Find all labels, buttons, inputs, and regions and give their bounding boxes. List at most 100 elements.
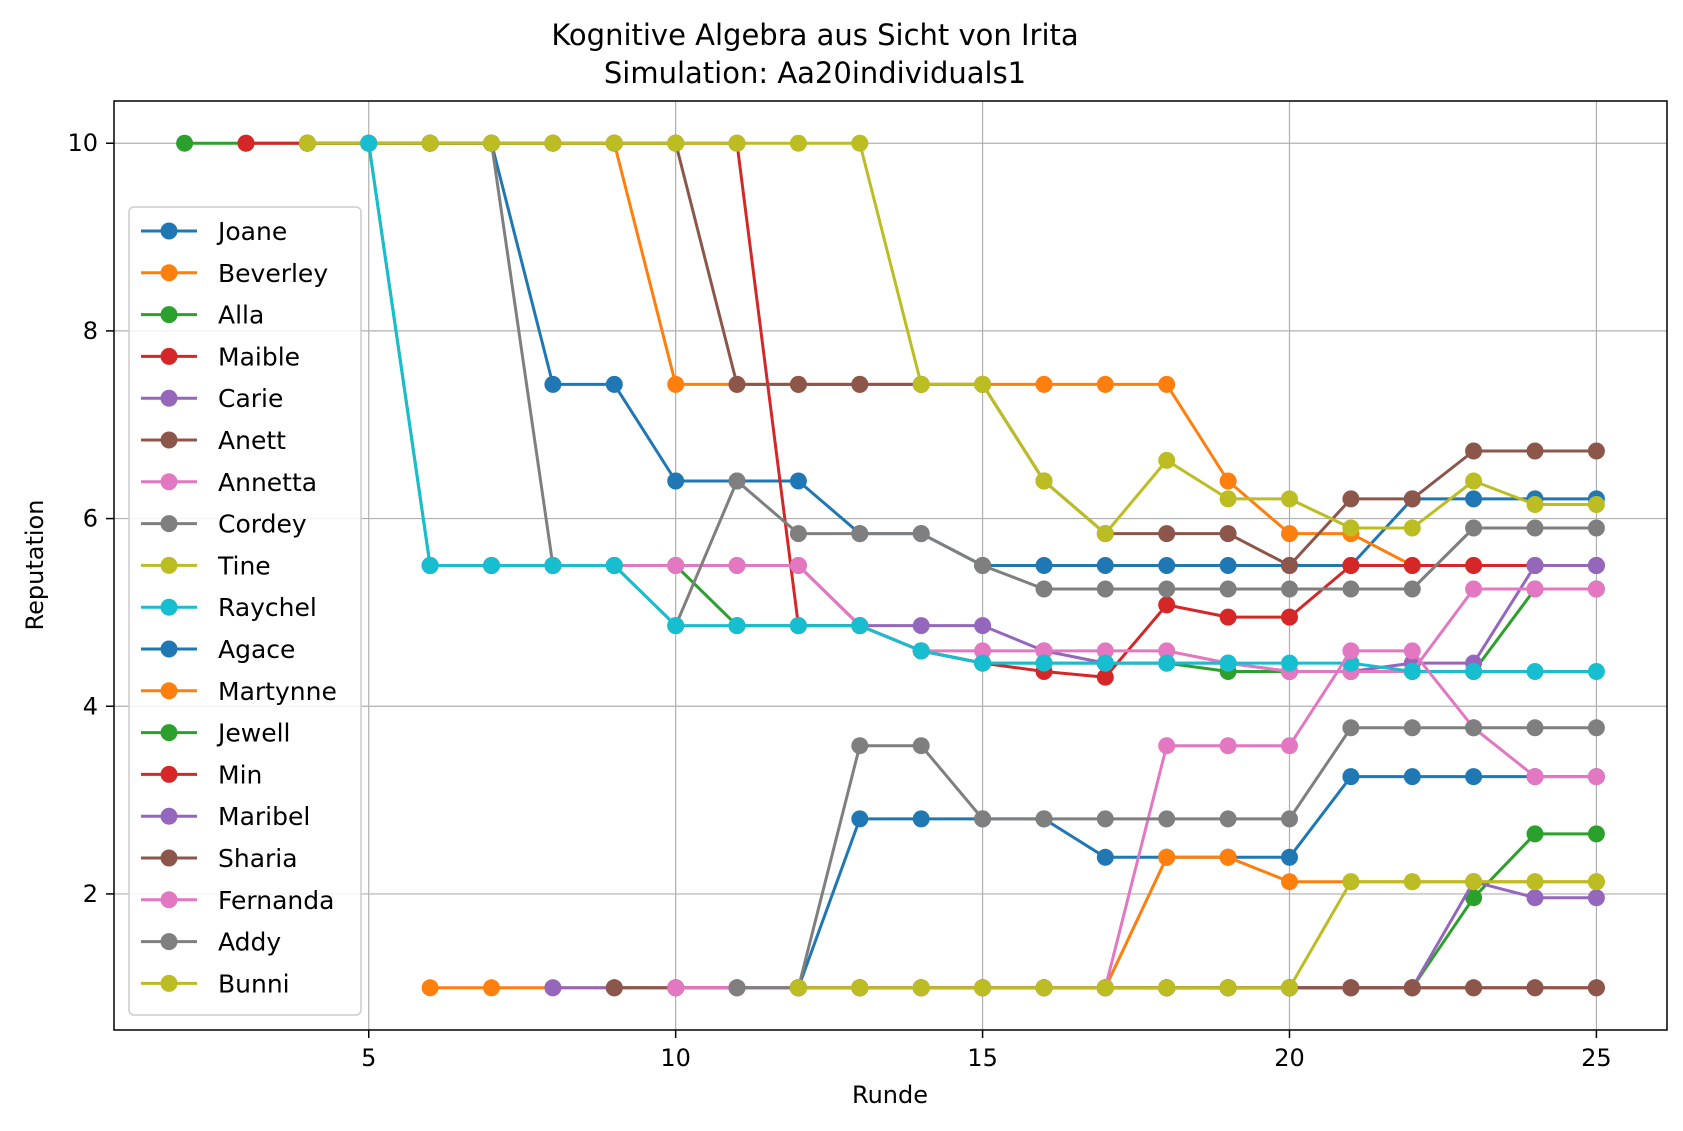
data-point-tine (1465, 472, 1483, 490)
data-point-raychel (851, 617, 869, 635)
data-point-joane (1035, 557, 1053, 574)
data-point-annetta (1035, 642, 1053, 660)
data-point-tine (667, 134, 685, 152)
x-axis-ticks: 5 10 15 20 25 (361, 1030, 1612, 1072)
data-point-tine (1158, 451, 1176, 469)
data-point-tine (974, 375, 992, 393)
data-point-addy (1403, 719, 1421, 737)
data-point-cordey (1096, 580, 1114, 598)
data-point-annetta (1587, 580, 1605, 598)
data-point-annetta (728, 557, 746, 574)
data-point-joane (1096, 557, 1114, 574)
data-point-anett (851, 375, 869, 393)
data-point-tine (1281, 490, 1298, 508)
legend-items: Joane Beverley Alla Maible Carie Anett Annetta… (141, 217, 337, 998)
data-point-raychel (605, 557, 623, 574)
data-point-addy (1158, 810, 1176, 828)
data-point-jewell (1587, 825, 1605, 843)
y-axis-label: Reputation (21, 500, 49, 631)
data-point-maible (1465, 557, 1483, 574)
legend-marker-cordey (160, 515, 178, 533)
data-point-bunni (789, 979, 807, 997)
data-point-raychel (912, 642, 930, 660)
data-point-carie (974, 617, 992, 635)
data-point-jewell (1526, 825, 1544, 843)
data-point-beverley (1158, 375, 1176, 393)
data-point-anett (728, 375, 746, 393)
data-point-cordey (789, 525, 807, 543)
data-point-addy (1096, 810, 1114, 828)
data-point-fernanda (1403, 642, 1421, 660)
y-axis-ticks: 2 4 6 8 10 (67, 129, 114, 908)
data-point-cordey (1403, 580, 1421, 598)
data-point-fernanda (1526, 768, 1544, 786)
data-point-maribel (1526, 889, 1544, 907)
legend-marker-beverley (160, 264, 178, 282)
data-point-bunni (1342, 873, 1360, 891)
data-point-martynne (1281, 873, 1298, 891)
x-tick-label: 20 (1274, 1044, 1305, 1072)
data-point-sharia (1403, 979, 1421, 997)
data-point-addy (1465, 719, 1483, 737)
data-point-cordey (1158, 580, 1176, 598)
legend-marker-anett (160, 431, 178, 449)
data-point-anett (1526, 442, 1544, 460)
data-point-agace (851, 810, 869, 828)
legend: Joane Beverley Alla Maible Carie Anett Annetta… (128, 206, 362, 1016)
data-point-fernanda (1158, 737, 1176, 755)
data-point-raychel (544, 557, 562, 574)
legend-marker-bunni (160, 974, 178, 992)
data-point-tine (298, 134, 316, 152)
legend-label-anett: Anett (218, 426, 286, 455)
data-point-tine (789, 134, 807, 152)
data-point-agace (912, 810, 930, 828)
data-point-maible (1281, 608, 1298, 626)
data-point-tine (851, 134, 869, 152)
data-point-addy (1526, 719, 1544, 737)
data-point-maible (237, 134, 255, 152)
data-point-raychel (360, 134, 378, 152)
data-point-bunni (1035, 979, 1053, 997)
data-point-addy (974, 810, 992, 828)
data-point-tine (1342, 519, 1360, 537)
legend-label-jewell: Jewell (216, 719, 290, 748)
data-point-agace (1465, 768, 1483, 786)
data-point-annetta (1096, 642, 1114, 660)
data-point-addy (912, 737, 930, 755)
data-point-anett (1219, 525, 1237, 543)
data-point-tine (421, 134, 439, 152)
data-point-anett (789, 375, 807, 393)
data-point-bunni (1096, 979, 1114, 997)
legend-label-carie: Carie (218, 384, 283, 413)
data-point-addy (851, 737, 869, 755)
legend-marker-raychel (160, 598, 178, 616)
data-point-maible (1158, 596, 1176, 614)
data-point-addy (1219, 810, 1237, 828)
legend-label-tine: Tine (217, 551, 271, 580)
data-point-cordey (1342, 580, 1360, 598)
data-point-raychel (1526, 663, 1544, 680)
legend-label-min: Min (218, 760, 262, 789)
data-point-raychel (728, 617, 746, 635)
series-raychel (360, 134, 1605, 680)
y-tick-label: 8 (83, 317, 98, 345)
data-point-cordey (1587, 519, 1605, 537)
legend-label-annetta: Annetta (218, 468, 317, 497)
data-point-cordey (1219, 580, 1237, 598)
data-point-cordey (728, 472, 746, 490)
data-point-beverley (667, 375, 685, 393)
data-point-anett (1342, 490, 1360, 508)
legend-marker-maible (160, 347, 178, 365)
data-point-addy (1035, 810, 1053, 828)
data-point-raychel (1219, 654, 1237, 672)
data-point-tine (1219, 490, 1237, 508)
legend-marker-min (160, 765, 178, 783)
data-point-raychel (1465, 663, 1483, 680)
data-point-jewell (1465, 889, 1483, 907)
data-point-raychel (1403, 663, 1421, 680)
data-point-maribel (1587, 889, 1605, 907)
data-point-tine (912, 375, 930, 393)
data-point-annetta (1465, 580, 1483, 598)
data-point-cordey (974, 557, 992, 574)
